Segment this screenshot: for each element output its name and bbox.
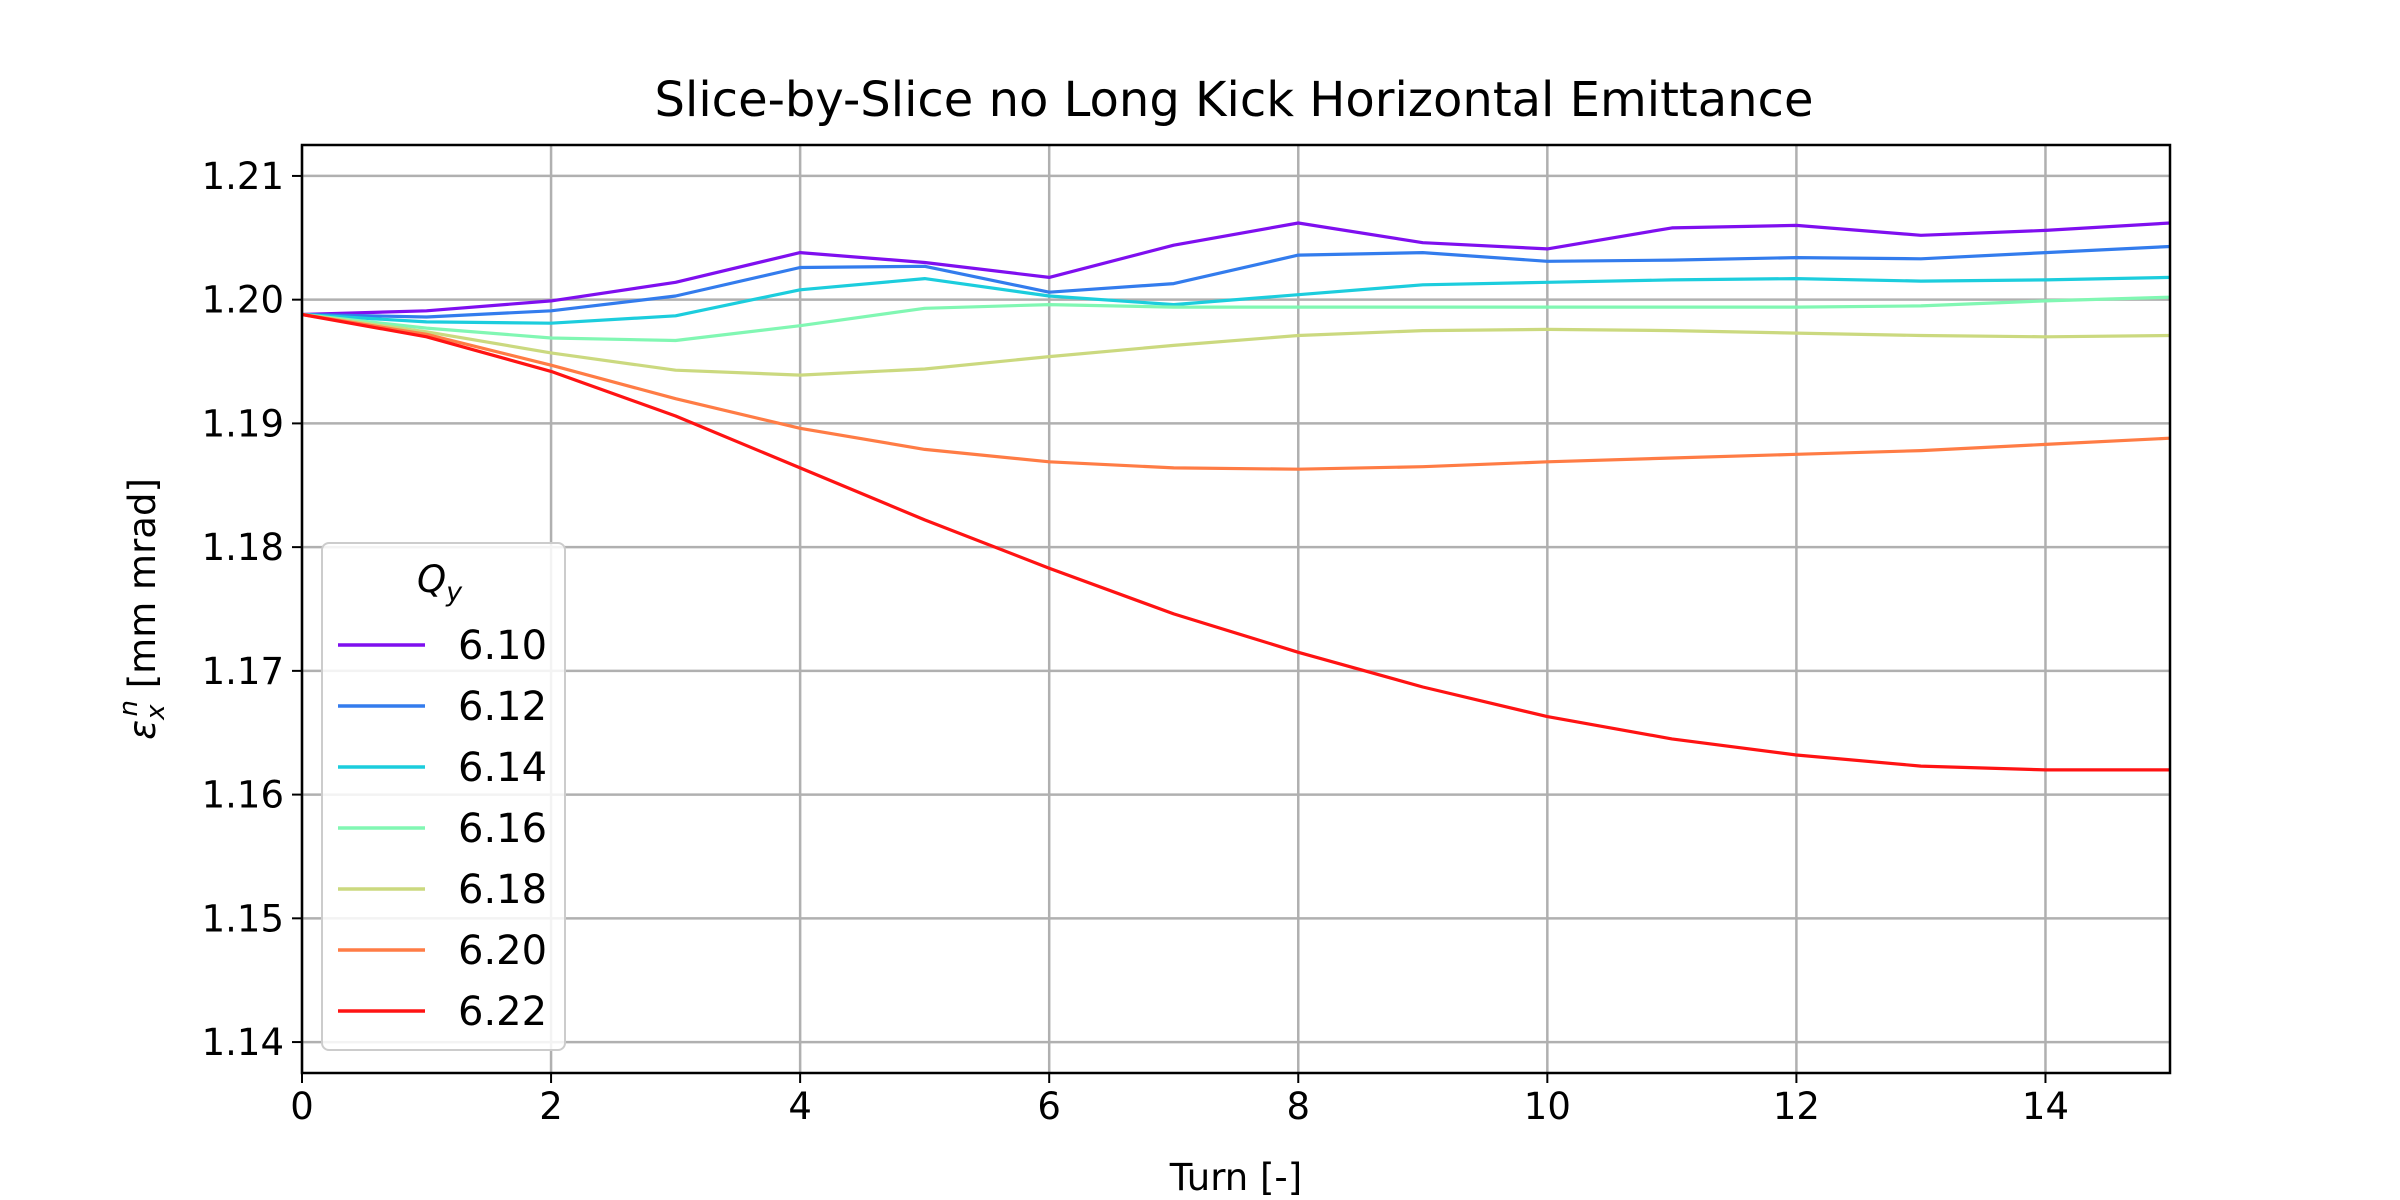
y-tick-label: 1.20 [202, 279, 284, 322]
legend-box [321, 542, 566, 1051]
legend-label: 6.20 [458, 928, 547, 974]
legend-label: 6.14 [458, 745, 547, 791]
y-tick-label: 1.18 [202, 526, 284, 569]
legend-label: 6.12 [458, 684, 547, 730]
x-tick-label: 8 [1286, 1085, 1310, 1128]
legend-label: 6.22 [458, 989, 547, 1035]
y-axis-label-subscript: x [141, 704, 171, 721]
legend-items: 6.10 6.12 6.14 6.16 6.18 6.20 6.22 [338, 623, 547, 1035]
series-line-6-12 [301, 244, 2171, 319]
y-tick-label: 1.19 [202, 402, 284, 445]
x-tick-label: 0 [290, 1085, 314, 1128]
x-tick-label: 10 [1524, 1085, 1571, 1128]
x-axis-label: Turn [-] [1169, 1156, 1302, 1199]
x-tick-label: 14 [2022, 1085, 2069, 1128]
legend-title-symbol: Q [417, 558, 446, 601]
series-line-6-22 [301, 312, 2170, 772]
y-axis-label-unit: [mm mrad] [121, 478, 164, 700]
y-axis-label: εxn [mm mrad] [114, 478, 171, 740]
y-tick-label: 1.21 [202, 155, 284, 198]
x-tick-label: 4 [788, 1085, 812, 1128]
series-line-6-16 [301, 295, 2171, 343]
y-tick-label: 1.17 [202, 650, 284, 693]
y-axis-label-superscript: n [114, 700, 144, 716]
chart-title: Slice-by-Slice no Long Kick Horizontal E… [655, 72, 1814, 128]
legend-title-subscript: y [445, 577, 463, 608]
y-tick-label: 1.16 [202, 774, 284, 817]
legend-label: 6.10 [458, 623, 547, 669]
series-line-6-20 [301, 312, 2171, 471]
y-tick-label: 1.15 [202, 897, 284, 940]
legend-label: 6.16 [458, 806, 547, 852]
plot-frame [300, 143, 2172, 1075]
x-tick-label: 6 [1037, 1085, 1061, 1128]
series-line-6-10 [301, 221, 2171, 317]
series-line-6-18 [301, 312, 2171, 377]
series-line-6-14 [301, 275, 2171, 325]
y-tick-label: 1.14 [202, 1021, 284, 1064]
series-lines [301, 221, 2171, 772]
axis-ticks: 0 2 4 6 8 10 12 14 1.14 1.15 1.16 1.17 1.18 1.19 1.20 1… [202, 155, 2069, 1128]
x-tick-label: 2 [539, 1085, 563, 1128]
legend: Qy 6.10 6.12 6.14 6.16 6.18 6.20 6.22 [321, 542, 566, 1051]
legend-label: 6.18 [458, 867, 547, 913]
legend-title: Qy [417, 558, 463, 608]
x-tick-label: 12 [1773, 1085, 1820, 1128]
y-axis-label-symbol: ε [121, 720, 164, 740]
